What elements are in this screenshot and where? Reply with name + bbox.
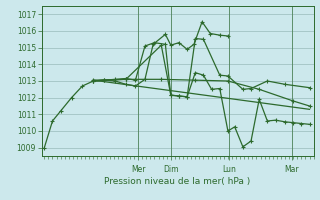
X-axis label: Pression niveau de la mer( hPa ): Pression niveau de la mer( hPa ) bbox=[104, 177, 251, 186]
